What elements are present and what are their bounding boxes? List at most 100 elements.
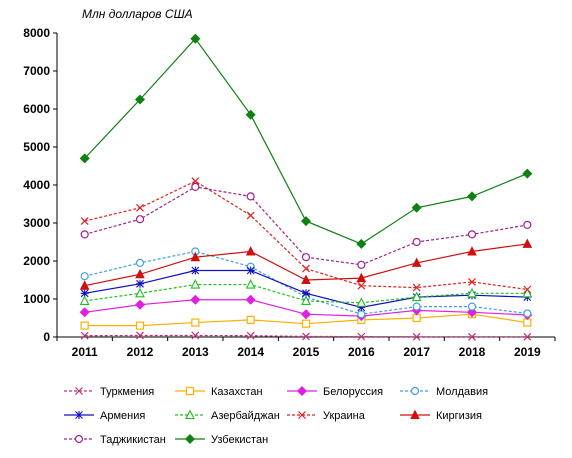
unit-label: Млн долларов США: [82, 7, 193, 21]
data-point: [412, 332, 421, 341]
legend-item: Таджикистан: [64, 434, 166, 446]
legend-marker: [185, 386, 195, 396]
chart-axes: 0 1000 2000 3000 4000 5000 6000 7000 8000 2011 201…: [23, 26, 556, 359]
data-point: [190, 294, 201, 305]
series-Туркмения: [80, 331, 532, 341]
series-line: [84, 186, 528, 266]
data-point: [191, 266, 200, 275]
data-point: [466, 191, 478, 202]
y-tick-label: 6000: [23, 102, 50, 116]
y-tick-label: 7000: [23, 64, 50, 78]
data-point: [522, 168, 533, 179]
data-point: [412, 283, 421, 292]
series-Узбекистан: [79, 33, 533, 249]
legend-label: Белоруссия: [323, 386, 383, 398]
data-point: [245, 294, 256, 305]
data-point: [80, 217, 89, 226]
x-tick-label: 2012: [127, 345, 154, 359]
series-line: [84, 283, 528, 304]
data-point: [467, 287, 477, 298]
legend-item: Молдавия: [400, 386, 488, 398]
data-point: [300, 216, 312, 227]
data-point: [523, 220, 532, 229]
data-point: [191, 182, 200, 191]
data-point: [356, 238, 367, 249]
data-point: [467, 230, 477, 239]
legend-marker: [185, 409, 195, 420]
data-point: [80, 289, 89, 298]
data-point: [245, 279, 256, 289]
data-point: [135, 258, 145, 267]
legend-label: Киргизия: [436, 410, 482, 422]
data-point: [246, 192, 255, 201]
y-tick-label: 1000: [23, 292, 50, 306]
x-tick-label: 2015: [293, 345, 320, 359]
data-point: [191, 331, 200, 340]
data-point: [246, 315, 255, 324]
legend-item: Армения: [64, 410, 145, 422]
x-tick-label: 2017: [403, 345, 430, 359]
legend-label: Азербайджан: [211, 410, 280, 422]
data-point: [80, 331, 89, 340]
legend-marker: [296, 385, 308, 397]
data-point: [523, 318, 532, 327]
legend-marker: [75, 387, 83, 395]
legend-label: Казахстан: [211, 386, 263, 398]
data-point: [136, 279, 144, 288]
chart-legend: Туркмения Казахстан Белоруссия Молдавия Арме…: [64, 385, 488, 446]
legend-marker: [298, 411, 306, 419]
data-point: [190, 279, 201, 289]
data-point: [80, 321, 89, 330]
data-point: [300, 309, 312, 320]
legend-item: Казахстан: [175, 386, 263, 398]
legend-item: Украина: [287, 410, 366, 422]
data-point: [356, 297, 367, 307]
data-point: [135, 287, 145, 298]
data-point: [411, 202, 422, 213]
series-Азербайджан: [79, 279, 533, 307]
data-point: [79, 153, 90, 164]
data-point: [245, 246, 256, 256]
data-point: [411, 291, 422, 302]
data-point: [302, 332, 310, 341]
series-Казахстан: [80, 310, 532, 330]
data-point: [245, 109, 256, 120]
data-point: [356, 272, 367, 283]
data-point: [466, 307, 478, 318]
legend-label: Молдавия: [436, 386, 488, 398]
legend-marker: [410, 409, 420, 419]
data-point: [468, 332, 476, 341]
x-tick-label: 2016: [348, 345, 375, 359]
data-point: [134, 94, 146, 105]
y-tick-label: 2000: [23, 254, 50, 268]
data-point: [136, 331, 144, 340]
y-tick-label: 4000: [23, 178, 50, 192]
y-tick-label: 8000: [23, 26, 50, 40]
data-point: [301, 295, 311, 305]
data-point: [80, 272, 89, 281]
data-point: [191, 318, 200, 327]
data-point: [467, 246, 477, 256]
data-point: [523, 309, 532, 318]
series-line: [84, 250, 528, 315]
data-point: [468, 277, 476, 286]
data-point: [301, 274, 311, 284]
data-point: [302, 289, 310, 298]
data-point: [190, 251, 201, 262]
legend-label: Украина: [323, 410, 366, 422]
data-point: [522, 287, 533, 298]
legend-item: Белоруссия: [287, 385, 383, 398]
data-point: [357, 303, 366, 312]
data-point: [301, 253, 311, 262]
legend-label: Туркмения: [100, 386, 154, 398]
data-point: [412, 302, 421, 311]
legend-marker: [74, 434, 84, 444]
data-point: [136, 203, 144, 212]
y-tick-label: 5000: [23, 140, 50, 154]
x-tick-label: 2013: [182, 345, 209, 359]
data-point: [135, 321, 145, 330]
series-Таджикистан: [80, 182, 532, 269]
data-point: [79, 280, 90, 290]
series-Белоруссия: [79, 294, 533, 322]
data-point: [467, 302, 477, 311]
